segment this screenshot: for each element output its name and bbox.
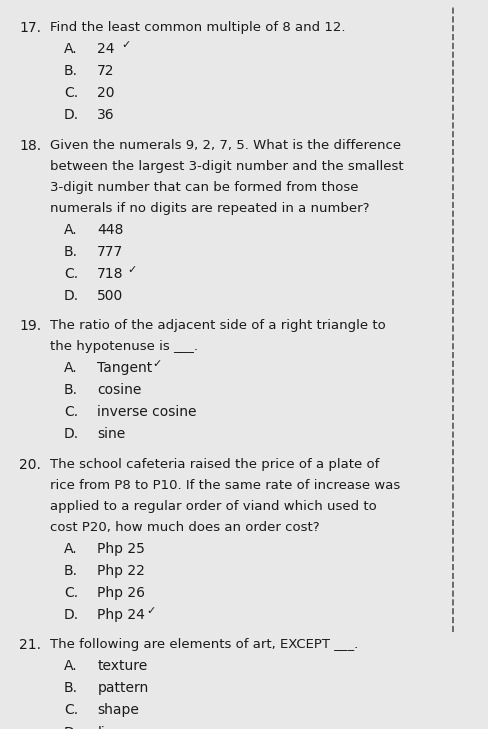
Text: 718: 718	[97, 267, 123, 281]
Text: numerals if no digits are repeated in a number?: numerals if no digits are repeated in a …	[50, 202, 368, 215]
Text: between the largest 3-digit number and the smallest: between the largest 3-digit number and t…	[50, 160, 403, 173]
Text: 19.: 19.	[19, 319, 41, 333]
Text: line: line	[97, 725, 122, 729]
Text: 3-digit number that can be formed from those: 3-digit number that can be formed from t…	[50, 181, 358, 194]
Text: 17.: 17.	[19, 21, 41, 35]
Text: A.: A.	[64, 362, 78, 375]
Text: cost P20, how much does an order cost?: cost P20, how much does an order cost?	[50, 521, 319, 534]
Text: inverse cosine: inverse cosine	[97, 405, 196, 419]
Text: A.: A.	[64, 223, 78, 237]
Text: D.: D.	[64, 725, 79, 729]
Text: 20: 20	[97, 86, 115, 100]
Text: pattern: pattern	[97, 682, 148, 695]
Text: D.: D.	[64, 108, 79, 122]
Text: D.: D.	[64, 427, 79, 441]
Text: B.: B.	[64, 564, 78, 578]
Text: 72: 72	[97, 64, 115, 78]
Text: Tangent: Tangent	[97, 362, 152, 375]
Text: C.: C.	[64, 267, 78, 281]
Text: D.: D.	[64, 608, 79, 622]
Text: shape: shape	[97, 703, 139, 717]
Text: A.: A.	[64, 660, 78, 674]
Text: ✓: ✓	[146, 606, 155, 616]
Text: The following are elements of art, EXCEPT ___.: The following are elements of art, EXCEP…	[50, 639, 357, 652]
Text: The ratio of the adjacent side of a right triangle to: The ratio of the adjacent side of a righ…	[50, 319, 385, 332]
Text: C.: C.	[64, 405, 78, 419]
Text: Php 25: Php 25	[97, 542, 145, 556]
Text: the hypotenuse is ___.: the hypotenuse is ___.	[50, 340, 198, 354]
Text: C.: C.	[64, 86, 78, 100]
Text: ✓: ✓	[127, 265, 137, 275]
Text: B.: B.	[64, 245, 78, 259]
Text: sine: sine	[97, 427, 125, 441]
Text: Php 26: Php 26	[97, 586, 145, 600]
Text: 24: 24	[97, 42, 115, 56]
Text: C.: C.	[64, 703, 78, 717]
Text: 36: 36	[97, 108, 115, 122]
Text: Php 24: Php 24	[97, 608, 145, 622]
Text: B.: B.	[64, 64, 78, 78]
Text: C.: C.	[64, 586, 78, 600]
Text: cosine: cosine	[97, 383, 142, 397]
Text: The school cafeteria raised the price of a plate of: The school cafeteria raised the price of…	[50, 458, 378, 471]
Text: B.: B.	[64, 682, 78, 695]
Text: ✓: ✓	[121, 40, 131, 50]
Text: A.: A.	[64, 42, 78, 56]
Text: Find the least common multiple of 8 and 12.: Find the least common multiple of 8 and …	[50, 21, 345, 34]
Text: 500: 500	[97, 289, 123, 303]
Text: applied to a regular order of viand which used to: applied to a regular order of viand whic…	[50, 500, 376, 512]
Text: ✓: ✓	[152, 359, 162, 370]
Text: 20.: 20.	[19, 458, 41, 472]
Text: 21.: 21.	[19, 639, 41, 652]
Text: Given the numerals 9, 2, 7, 5. What is the difference: Given the numerals 9, 2, 7, 5. What is t…	[50, 139, 400, 152]
Text: rice from P8 to P10. If the same rate of increase was: rice from P8 to P10. If the same rate of…	[50, 479, 399, 492]
Text: 777: 777	[97, 245, 123, 259]
Text: D.: D.	[64, 289, 79, 303]
Text: 448: 448	[97, 223, 123, 237]
Text: texture: texture	[97, 660, 147, 674]
Text: Php 22: Php 22	[97, 564, 145, 578]
Text: B.: B.	[64, 383, 78, 397]
Text: A.: A.	[64, 542, 78, 556]
Text: 18.: 18.	[19, 139, 41, 152]
